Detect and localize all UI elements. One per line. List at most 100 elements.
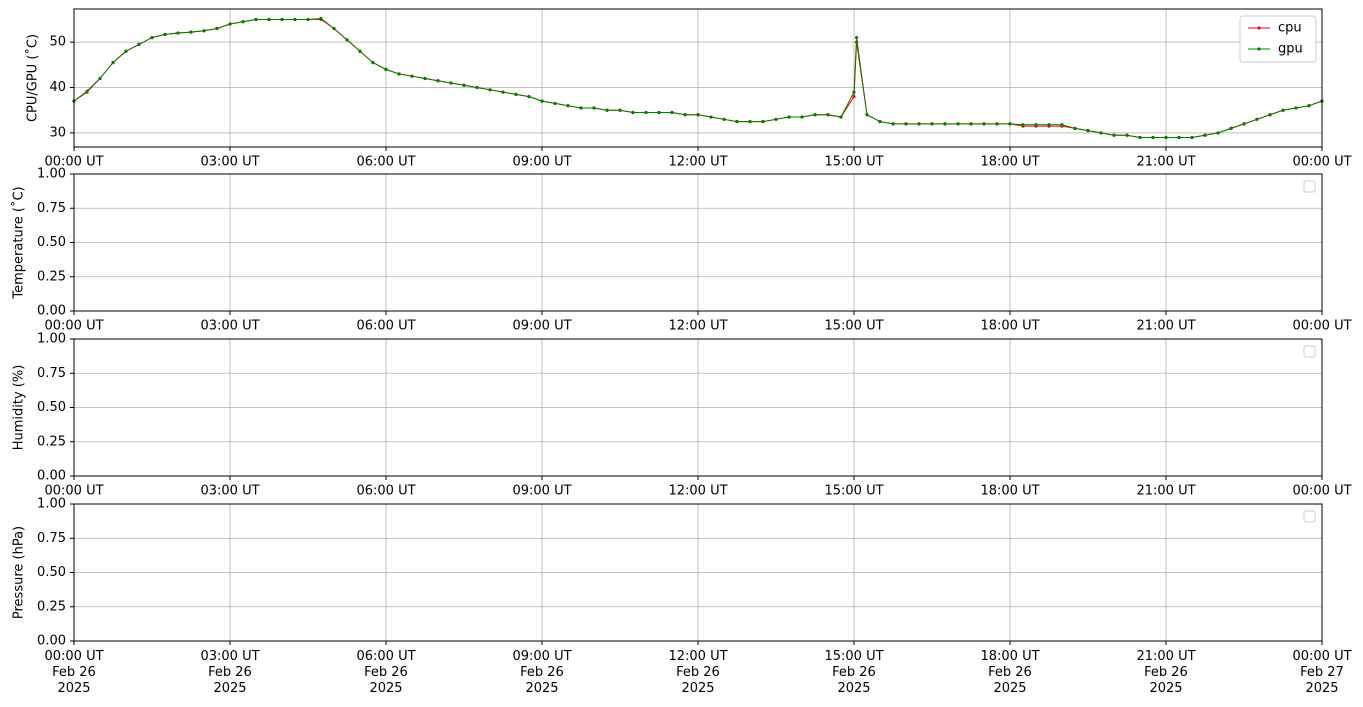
y-tick-label: 0.00 bbox=[37, 634, 66, 649]
x-tick-label: 15:00 UT Feb 26 2025 bbox=[824, 649, 883, 696]
point bbox=[995, 122, 999, 126]
point bbox=[969, 122, 973, 126]
point bbox=[514, 92, 518, 96]
point bbox=[891, 122, 895, 126]
point bbox=[1255, 117, 1259, 121]
point bbox=[137, 42, 141, 47]
y-tick-label: 0.50 bbox=[37, 565, 66, 580]
point bbox=[462, 83, 466, 87]
point bbox=[683, 113, 687, 117]
y-axis-label: Temperature (˚C) bbox=[11, 186, 27, 299]
point bbox=[1112, 133, 1116, 137]
point bbox=[787, 115, 791, 119]
point bbox=[527, 95, 531, 99]
legend-marker bbox=[1257, 47, 1261, 51]
point bbox=[774, 117, 778, 121]
point bbox=[1086, 129, 1090, 133]
x-tick-label: 21:00 UT Feb 26 2025 bbox=[1136, 649, 1195, 696]
point bbox=[644, 110, 648, 115]
point bbox=[930, 122, 934, 126]
x-tick-label: 00:00 UT bbox=[1292, 155, 1351, 170]
legend-marker bbox=[1257, 26, 1261, 30]
point bbox=[800, 115, 804, 119]
point bbox=[956, 122, 960, 126]
point bbox=[605, 108, 609, 112]
point bbox=[176, 31, 180, 35]
y-axis-label: CPU/GPU (˚C) bbox=[25, 34, 41, 122]
x-tick-label: 06:00 UT bbox=[356, 319, 415, 334]
x-tick-label: 15:00 UT bbox=[824, 155, 883, 170]
y-tick-label: 1.00 bbox=[37, 332, 66, 347]
x-tick-label: 09:00 UT bbox=[512, 155, 571, 170]
y-tick-label: 0.75 bbox=[37, 366, 66, 381]
y-tick-label: 0.75 bbox=[37, 531, 66, 546]
point bbox=[280, 17, 284, 22]
point bbox=[1034, 123, 1038, 127]
x-tick-label: 09:00 UT Feb 26 2025 bbox=[512, 649, 571, 696]
point bbox=[566, 104, 570, 108]
y-tick-label: 40 bbox=[49, 80, 66, 95]
point bbox=[501, 90, 505, 94]
point bbox=[1151, 135, 1155, 140]
y-tick-label: 0.50 bbox=[37, 235, 66, 250]
y-tick-label: 0.25 bbox=[37, 269, 66, 284]
point bbox=[657, 110, 661, 115]
x-tick-label: 03:00 UT bbox=[200, 319, 259, 334]
axes-frame bbox=[73, 338, 1323, 477]
point bbox=[579, 106, 583, 110]
legend bbox=[1303, 345, 1316, 358]
point bbox=[202, 29, 206, 33]
point bbox=[1099, 131, 1103, 135]
point bbox=[1021, 123, 1025, 127]
point bbox=[241, 20, 245, 24]
x-tick-label: 03:00 UT Feb 26 2025 bbox=[200, 649, 259, 696]
point bbox=[1216, 131, 1220, 135]
point bbox=[410, 74, 414, 78]
point bbox=[423, 76, 427, 81]
point bbox=[306, 17, 310, 22]
point bbox=[553, 101, 557, 106]
axes-frame bbox=[73, 8, 1323, 148]
point bbox=[943, 122, 947, 126]
point bbox=[592, 106, 596, 110]
y-tick-label: 0.25 bbox=[37, 434, 66, 449]
point bbox=[150, 35, 154, 40]
x-tick-label: 03:00 UT bbox=[200, 155, 259, 170]
point bbox=[735, 119, 739, 124]
x-tick-label: 15:00 UT bbox=[824, 484, 883, 499]
y-axis-label: Pressure (hPa) bbox=[12, 526, 27, 619]
point bbox=[163, 32, 167, 37]
point bbox=[722, 117, 726, 121]
point bbox=[1242, 122, 1246, 126]
point bbox=[319, 16, 323, 21]
point bbox=[826, 113, 830, 117]
point bbox=[358, 49, 362, 53]
point bbox=[124, 49, 128, 53]
x-tick-label: 00:00 UT Feb 26 2025 bbox=[44, 649, 103, 696]
x-tick-label: 06:00 UT bbox=[356, 155, 415, 170]
x-tick-label: 21:00 UT bbox=[1136, 484, 1195, 499]
point bbox=[1047, 123, 1051, 127]
point bbox=[852, 90, 856, 94]
point bbox=[865, 113, 869, 117]
x-tick-label: 00:00 UT bbox=[44, 484, 103, 499]
x-tick-label: 09:00 UT bbox=[512, 319, 571, 334]
point bbox=[475, 85, 479, 90]
point bbox=[189, 30, 193, 34]
legend-label: cpu bbox=[1278, 21, 1302, 36]
point bbox=[1190, 135, 1194, 140]
x-tick-label: 18:00 UT bbox=[980, 484, 1039, 499]
x-tick-label: 00:00 UT Feb 27 2025 bbox=[1292, 649, 1351, 696]
point bbox=[1125, 133, 1129, 137]
y-tick-label: 30 bbox=[49, 125, 66, 140]
point bbox=[215, 26, 219, 31]
point bbox=[709, 115, 713, 119]
y-tick-label: 0.25 bbox=[37, 599, 66, 614]
point bbox=[332, 26, 336, 31]
y-tick-label: 0.00 bbox=[37, 304, 66, 319]
point bbox=[98, 76, 102, 81]
point bbox=[254, 17, 258, 22]
x-tick-label: 12:00 UT bbox=[668, 155, 727, 170]
point bbox=[748, 119, 752, 124]
